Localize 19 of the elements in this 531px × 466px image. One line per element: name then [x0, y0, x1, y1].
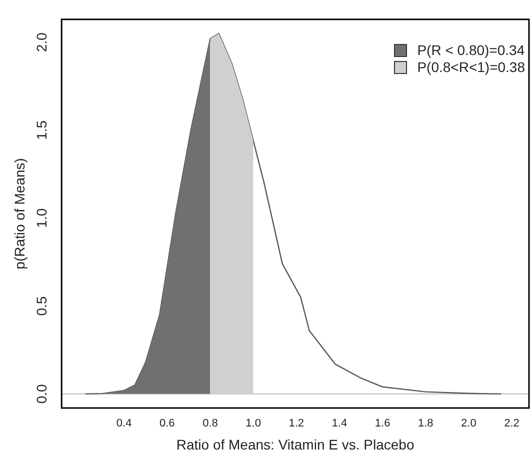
y-tick-label: 1.5	[34, 120, 50, 140]
y-axis-title: p(Ratio of Means)	[11, 158, 28, 270]
legend-label: P(0.8<R<1)=0.38	[417, 59, 525, 76]
legend-label: P(R < 0.80)=0.34	[417, 42, 525, 59]
x-tick-label: 2.0	[461, 418, 476, 430]
x-tick-label: 1.4	[332, 418, 348, 430]
y-tick-label: 0.0	[34, 384, 50, 404]
x-tick-label: 1.8	[418, 418, 434, 430]
x-axis-title: Ratio of Means: Vitamin E vs. Placebo	[176, 436, 414, 452]
y-tick-label: 1.0	[34, 208, 50, 228]
x-tick-label: 0.6	[159, 418, 175, 430]
x-tick-label: 1.6	[374, 418, 390, 430]
x-tick-label: 2.2	[504, 418, 520, 430]
x-tick-label: 0.8	[202, 418, 218, 430]
y-tick-label: 0.5	[34, 296, 50, 316]
y-tick-label: 2.0	[34, 32, 50, 52]
x-tick-label: 0.4	[116, 418, 132, 430]
x-tick-label: 1.2	[288, 418, 304, 430]
x-tick-label: 1.0	[246, 418, 261, 430]
